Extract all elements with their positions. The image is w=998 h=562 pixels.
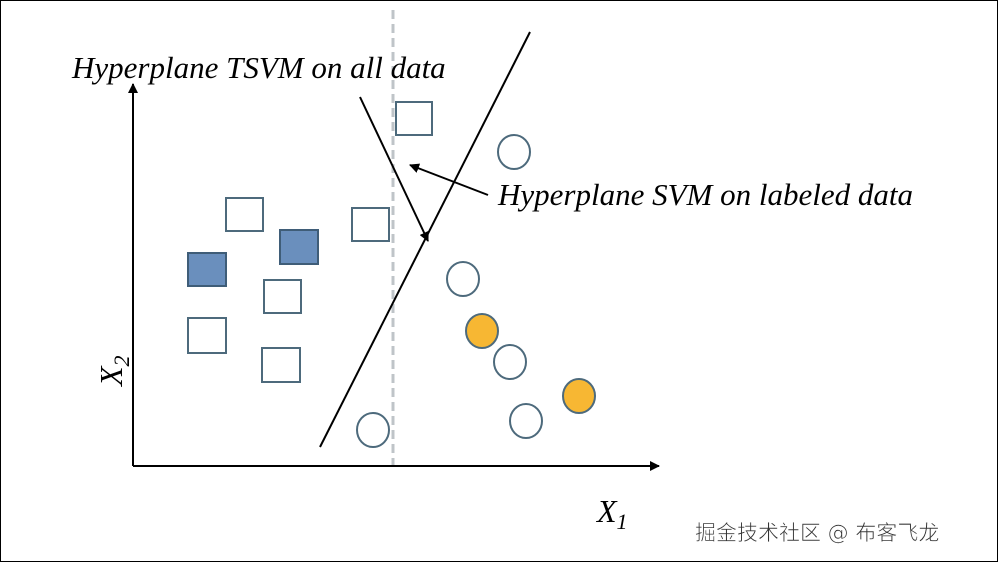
- circle: [356, 412, 390, 448]
- x-axis-label: X1: [595, 493, 628, 534]
- square: [225, 197, 264, 232]
- square: [395, 101, 433, 136]
- x-axis-letter: X: [595, 493, 618, 529]
- square: [187, 317, 227, 354]
- squares: [187, 101, 433, 383]
- x-axis-subscript: 1: [617, 509, 628, 534]
- circle: [446, 261, 480, 297]
- y-axis-subscript: 2: [109, 355, 134, 366]
- labeled-circle: [465, 313, 499, 349]
- tsvm-pointer: [359, 96, 429, 242]
- circle: [497, 134, 531, 170]
- square: [351, 207, 390, 242]
- circle: [493, 344, 527, 380]
- labeled-square: [187, 252, 227, 287]
- svm-pointer: [409, 163, 489, 196]
- circles: [356, 134, 596, 448]
- circle: [509, 403, 543, 439]
- square: [261, 347, 301, 383]
- tsvm-label: Hyperplane TSVM on all data: [71, 50, 446, 85]
- y-axis-letter: X: [93, 365, 129, 388]
- y-axis-label: X2: [93, 355, 134, 388]
- square: [263, 279, 302, 314]
- svm-label: Hyperplane SVM on labeled data: [497, 177, 913, 212]
- labeled-square: [279, 229, 319, 265]
- labeled-circle: [562, 378, 596, 414]
- watermark: 掘金技术社区 @ 布客飞龙: [695, 521, 939, 545]
